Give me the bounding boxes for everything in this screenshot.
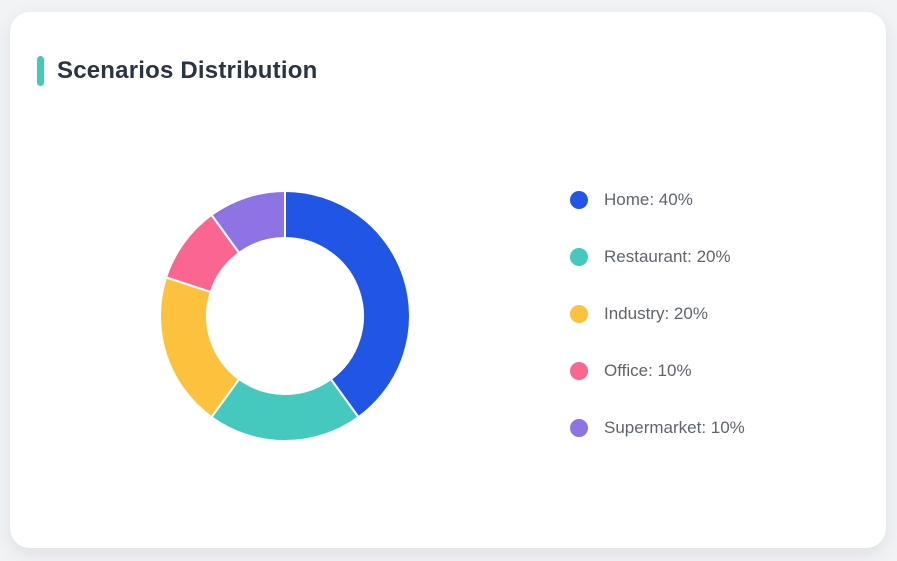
legend-item-industry[interactable]: Industry: 20% (570, 304, 745, 324)
title-accent-bar (37, 56, 44, 86)
legend-label-restaurant: Restaurant: 20% (604, 247, 731, 266)
legend-item-supermarket[interactable]: Supermarket: 10% (570, 418, 745, 438)
legend-swatch-supermarket (570, 419, 588, 437)
legend-item-office[interactable]: Office: 10% (570, 361, 745, 381)
scenarios-distribution-card: Scenarios Distribution Home: 40% Restaur… (10, 12, 886, 548)
card-header: Scenarios Distribution (37, 56, 317, 86)
legend-label-industry: Industry: 20% (604, 304, 708, 323)
legend-item-restaurant[interactable]: Restaurant: 20% (570, 247, 745, 267)
legend-label-office: Office: 10% (604, 361, 692, 380)
legend-swatch-office (570, 362, 588, 380)
chart-legend: Home: 40% Restaurant: 20% Industry: 20% … (570, 190, 745, 438)
legend-item-home[interactable]: Home: 40% (570, 190, 745, 210)
legend-swatch-home (570, 191, 588, 209)
legend-swatch-restaurant (570, 248, 588, 266)
donut-segment-home[interactable] (284, 190, 411, 419)
donut-segment-industry[interactable] (159, 276, 241, 419)
donut-chart[interactable] (155, 186, 415, 446)
legend-label-home: Home: 40% (604, 190, 693, 209)
legend-swatch-industry (570, 305, 588, 323)
card-title: Scenarios Distribution (57, 57, 318, 84)
legend-label-supermarket: Supermarket: 10% (604, 418, 745, 437)
donut-segment-supermarket[interactable] (210, 190, 286, 254)
